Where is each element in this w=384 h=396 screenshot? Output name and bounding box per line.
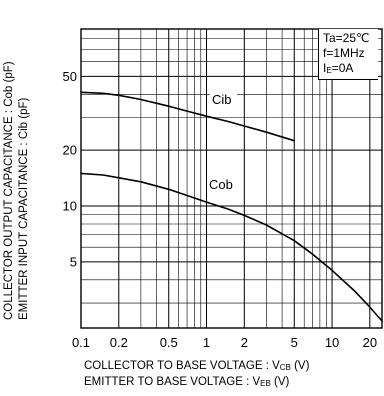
y-axis-label-line1: COLLECTOR OUTPUT CAPACITANCE : Cob (pF) [3, 61, 15, 320]
y-axis-label-line2: EMITTER INPUT CAPACITANCE : Cib (pF) [18, 97, 30, 320]
y-tick-label: 10 [63, 199, 77, 214]
series-label-bg [210, 93, 237, 106]
x-axis-label-line2: EMITTER TO BASE VOLTAGE : VEB (V) [84, 376, 290, 388]
curve-labels: Cib Cob [207, 92, 237, 192]
y-tick-label: 5 [70, 254, 77, 269]
condition-frequency: f=1MHz [323, 46, 365, 60]
x-tick-label: 1 [203, 335, 210, 350]
x-tick-label: 10 [325, 335, 339, 350]
series-line-cob [80, 172, 383, 322]
x-tick-label: 2 [241, 335, 248, 350]
test-conditions: Ta=25℃ f=1MHz IE=0A [318, 29, 378, 80]
series-label-bg [207, 178, 234, 191]
x-tick-label: 0.2 [110, 335, 128, 350]
x-tick-label: 20 [363, 335, 377, 350]
series-label-cob: Cob [209, 177, 233, 192]
x-tick-label: 0.1 [72, 335, 90, 350]
y-tick-label: 50 [63, 69, 77, 84]
y-tick-label: 20 [63, 143, 77, 158]
x-axis-label-line1: COLLECTOR TO BASE VOLTAGE : VCB (V) [84, 360, 310, 372]
tick-labels: 0.1 0.2 0.5 1 2 5 10 20 5 10 20 50 [63, 69, 378, 350]
condition-emitter-current: IE=0A [323, 61, 354, 75]
x-tick-label: 5 [291, 335, 298, 350]
grid-lines [81, 29, 382, 328]
condition-temperature: Ta=25℃ [323, 31, 370, 45]
plot-frame [80, 28, 383, 329]
series-label-cib: Cib [212, 92, 232, 107]
x-tick-label: 0.5 [160, 335, 178, 350]
curves [80, 91, 383, 322]
series-line-cib [80, 91, 296, 142]
